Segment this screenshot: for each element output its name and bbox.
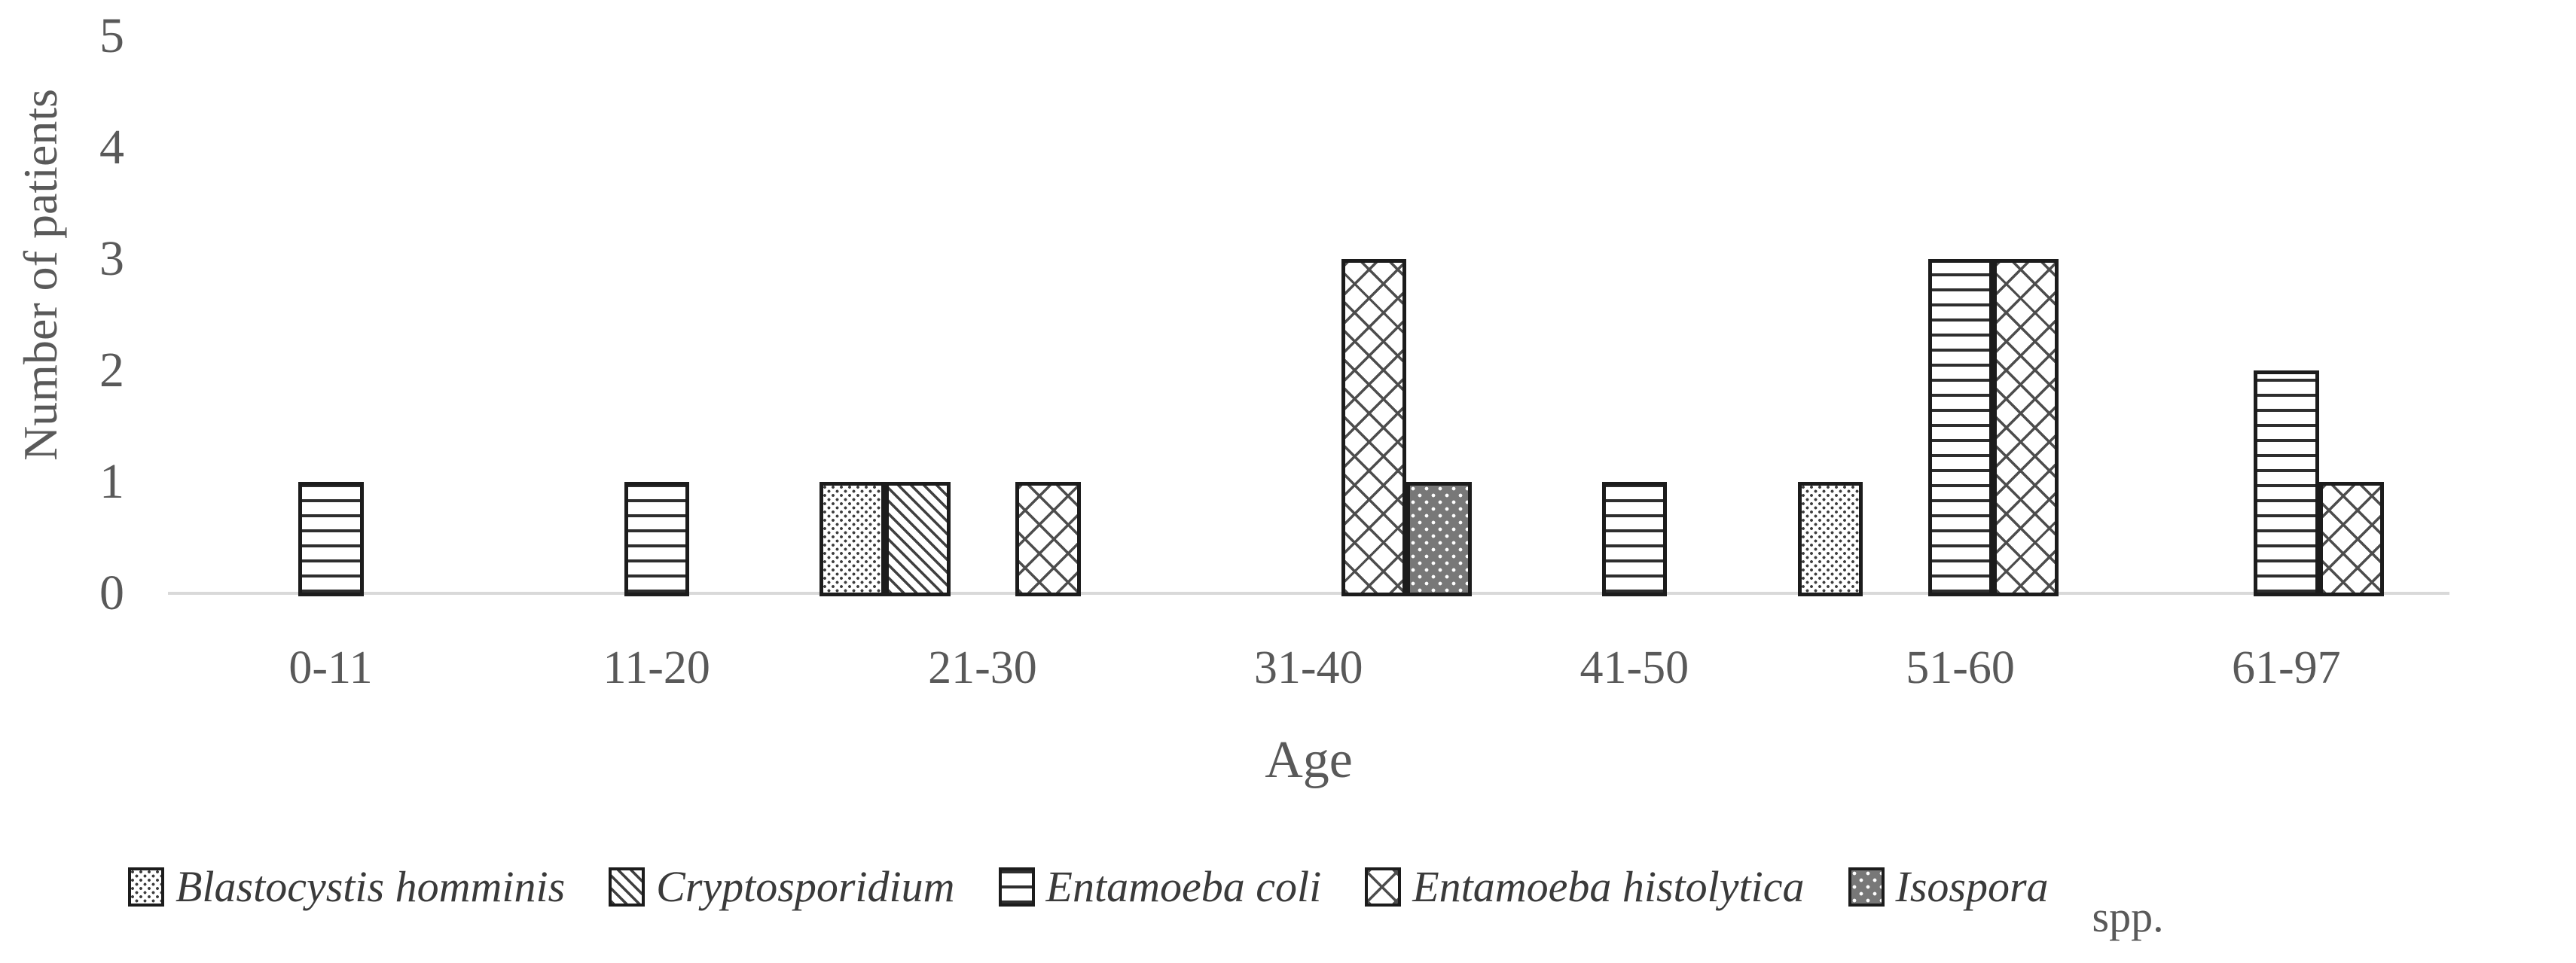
bar-cryptosporidium-21-30 [884, 482, 951, 596]
bar-entamoeba-histolytica-31-40 [1341, 259, 1407, 596]
legend-label: Cryptosporidium [656, 862, 955, 911]
legend-swatch-horizontal-lines-icon [998, 867, 1035, 907]
y-tick-label-0: 0 [99, 565, 124, 620]
x-tick-label-21-30: 21-30 [928, 642, 1037, 693]
bar-entamoeba-histolytica-51-60 [1993, 259, 2059, 596]
bar-blastocystis-homminis-51-60 [1797, 482, 1863, 596]
x-tick-label-0-11: 0-11 [288, 642, 373, 693]
legend-item-entamoeba-histolytica: Entamoeba histolytica [1365, 862, 1805, 911]
legend-label: Entamoeba coli [1045, 862, 1322, 911]
x-axis-line [168, 592, 2449, 595]
legend-label: Blastocystis homminis [175, 862, 566, 911]
legend-swatch-diagonal-lines-icon [609, 867, 646, 907]
legend-item-cryptosporidium: Cryptosporidium [609, 862, 955, 911]
y-tick-label-3: 3 [99, 231, 124, 286]
x-tick-label-31-40: 31-40 [1253, 642, 1363, 693]
bar-entamoeba-coli-0-11 [298, 482, 364, 596]
x-tick-label-41-50: 41-50 [1579, 642, 1689, 693]
chart-legend: Blastocystis homminis Cryptosporidium Enta… [128, 862, 2164, 941]
bar-entamoeba-histolytica-61-97 [2318, 482, 2385, 596]
legend-item-entamoeba-coli: Entamoeba coli [998, 862, 1322, 911]
bar-isospora-31-40 [1406, 482, 1472, 596]
legend-item-blastocystis-homminis: Blastocystis homminis [128, 863, 565, 911]
y-tick-label-4: 4 [99, 120, 124, 175]
bar-blastocystis-homminis-21-30 [819, 482, 885, 596]
x-axis-title: Age [1265, 731, 1353, 789]
bar-entamoeba-coli-51-60 [1927, 259, 1994, 596]
x-tick-label-51-60: 51-60 [1906, 642, 2015, 693]
x-tick-label-11-20: 11-20 [603, 642, 710, 693]
bar-entamoeba-coli-61-97 [2254, 370, 2319, 596]
x-tick-label-61-97: 61-97 [2231, 642, 2341, 693]
legend-label: Isospora [1895, 862, 2049, 911]
legend-swatch-dots-light-icon [128, 867, 164, 907]
y-tick-label-5: 5 [99, 8, 124, 63]
legend-item-isospora: Isospora [1848, 863, 2049, 911]
bar-entamoeba-coli-41-50 [1601, 482, 1668, 596]
legend-label: Entamoeba histolytica [1412, 862, 1805, 911]
legend-swatch-dots-on-dark-icon [1848, 867, 1885, 907]
bar-entamoeba-coli-11-20 [624, 482, 690, 596]
y-tick-label-2: 2 [99, 343, 124, 398]
legend-swatch-crosshatch-icon [1365, 867, 1402, 907]
legend-suffix-spp: spp. [2092, 892, 2164, 941]
y-tick-label-1: 1 [99, 454, 124, 509]
bar-entamoeba-histolytica-21-30 [1015, 482, 1081, 596]
